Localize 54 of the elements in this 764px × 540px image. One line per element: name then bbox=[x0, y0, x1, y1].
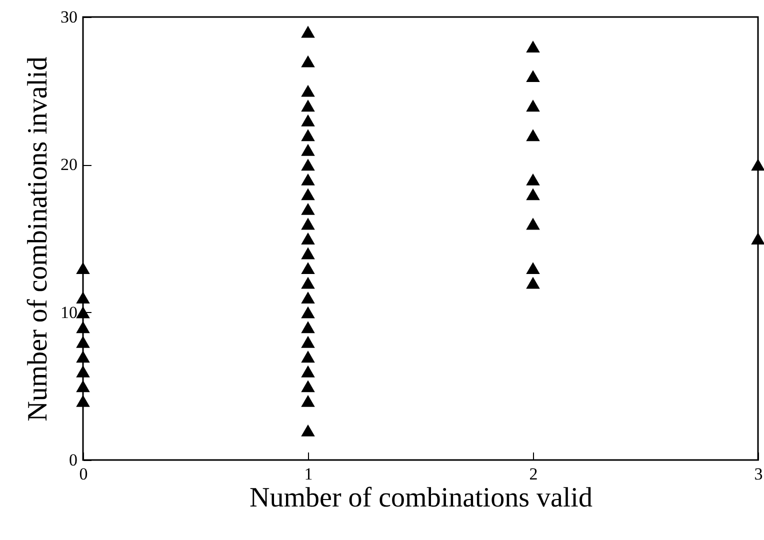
y-axis-title: Number of combinations invalid bbox=[22, 56, 54, 422]
point bbox=[301, 336, 315, 348]
point bbox=[301, 188, 315, 200]
point bbox=[301, 203, 315, 215]
point bbox=[76, 380, 90, 392]
point bbox=[301, 232, 315, 244]
point bbox=[301, 114, 315, 126]
point bbox=[301, 350, 315, 363]
point bbox=[76, 262, 90, 274]
point bbox=[301, 55, 315, 68]
point bbox=[526, 129, 540, 142]
point bbox=[76, 292, 90, 304]
point bbox=[526, 262, 540, 274]
x-tick-label: 1 bbox=[304, 464, 313, 484]
point bbox=[301, 144, 315, 156]
point bbox=[301, 292, 315, 304]
point bbox=[751, 232, 764, 244]
point bbox=[526, 188, 540, 200]
x-axis-title: Number of combinations valid bbox=[250, 482, 592, 514]
point bbox=[301, 394, 315, 407]
point bbox=[301, 158, 315, 171]
point bbox=[301, 365, 315, 378]
point bbox=[301, 276, 315, 289]
point bbox=[751, 158, 764, 171]
point bbox=[301, 26, 315, 38]
point bbox=[76, 321, 90, 334]
point bbox=[301, 247, 315, 260]
point bbox=[76, 336, 90, 348]
x-tick-label: 2 bbox=[529, 464, 538, 484]
point bbox=[301, 84, 315, 97]
point bbox=[526, 173, 540, 186]
y-tick-label: 30 bbox=[60, 8, 78, 26]
point bbox=[76, 394, 90, 407]
point bbox=[301, 306, 315, 318]
point bbox=[76, 365, 90, 378]
y-tick-label: 0 bbox=[69, 450, 78, 470]
point bbox=[526, 40, 540, 52]
point bbox=[526, 218, 540, 230]
point bbox=[526, 70, 540, 82]
point bbox=[301, 380, 315, 392]
point bbox=[301, 129, 315, 142]
point bbox=[76, 306, 90, 318]
point bbox=[301, 173, 315, 186]
point bbox=[526, 100, 540, 112]
y-tick-label: 20 bbox=[60, 155, 78, 174]
point bbox=[301, 262, 315, 274]
x-tick-label: 3 bbox=[754, 464, 763, 484]
point bbox=[301, 218, 315, 230]
point bbox=[301, 100, 315, 112]
point bbox=[526, 276, 540, 289]
y-tick-label: 10 bbox=[60, 302, 78, 322]
point bbox=[301, 424, 315, 436]
point bbox=[76, 350, 90, 363]
point bbox=[301, 321, 315, 334]
